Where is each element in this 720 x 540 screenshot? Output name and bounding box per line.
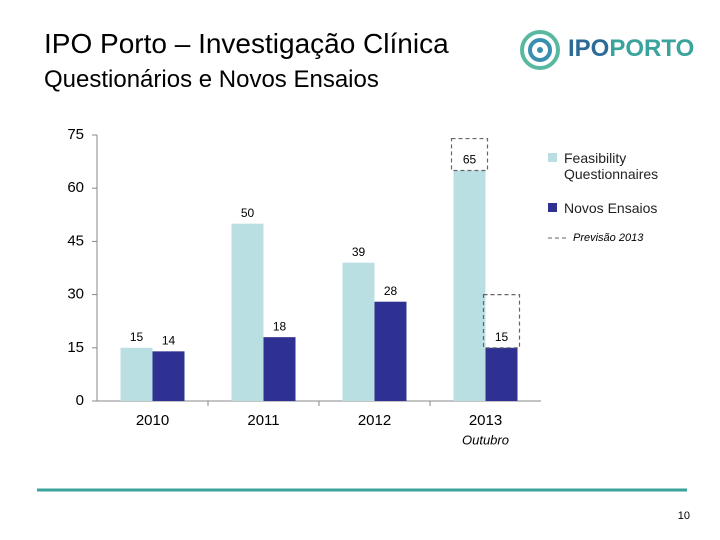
y-tick-label: 0 <box>76 392 84 409</box>
logo-part: IPO <box>568 35 609 62</box>
slide-subtitle: Questionários e Novos Ensaios <box>44 66 379 93</box>
value-label: 14 <box>162 334 176 348</box>
bar <box>120 347 153 401</box>
logo-part: PORTO <box>609 35 694 62</box>
legend-swatch <box>548 153 557 162</box>
x-tick-label: 2012 <box>358 412 391 429</box>
slide-title: IPO Porto – Investigação Clínica <box>44 28 449 59</box>
bar <box>263 337 296 401</box>
legend-label: Novos Ensaios <box>564 200 658 216</box>
legend-item: Feasibility Questionnaires <box>548 150 708 182</box>
forecast-box <box>450 137 489 172</box>
value-label: 39 <box>352 245 366 259</box>
bar <box>374 301 407 401</box>
x-tick-label: 2013 <box>469 412 502 429</box>
value-label: 18 <box>273 319 287 333</box>
value-label: 28 <box>384 284 398 298</box>
legend-item: Novos Ensaios <box>548 200 708 216</box>
y-tick-label: 45 <box>67 232 84 249</box>
y-tick-label: 75 <box>67 126 84 143</box>
legend-label: Feasibility Questionnaires <box>564 150 659 182</box>
logo-text: IPOPORTO <box>568 35 694 62</box>
legend-swatch <box>548 203 557 212</box>
x-tick-sublabel: Outubro <box>462 432 509 447</box>
y-tick-label: 60 <box>67 179 84 196</box>
value-label: 15 <box>495 330 509 344</box>
y-tick-label: 30 <box>67 286 84 303</box>
bar <box>152 351 185 401</box>
bar <box>342 262 375 401</box>
y-tick-label: 15 <box>67 339 84 356</box>
forecast-legend-label: Previsão 2013 <box>573 232 644 244</box>
value-label: 50 <box>241 206 255 220</box>
bar <box>453 170 486 401</box>
logo-icon <box>520 30 560 70</box>
x-tick-label: 2011 <box>247 412 279 429</box>
x-tick-label: 2010 <box>136 412 169 429</box>
value-label: 65 <box>463 153 477 167</box>
page-number: 10 <box>678 510 690 522</box>
value-label: 15 <box>130 330 144 344</box>
bar <box>231 223 264 401</box>
bar <box>485 347 518 401</box>
forecast-box <box>482 294 521 349</box>
